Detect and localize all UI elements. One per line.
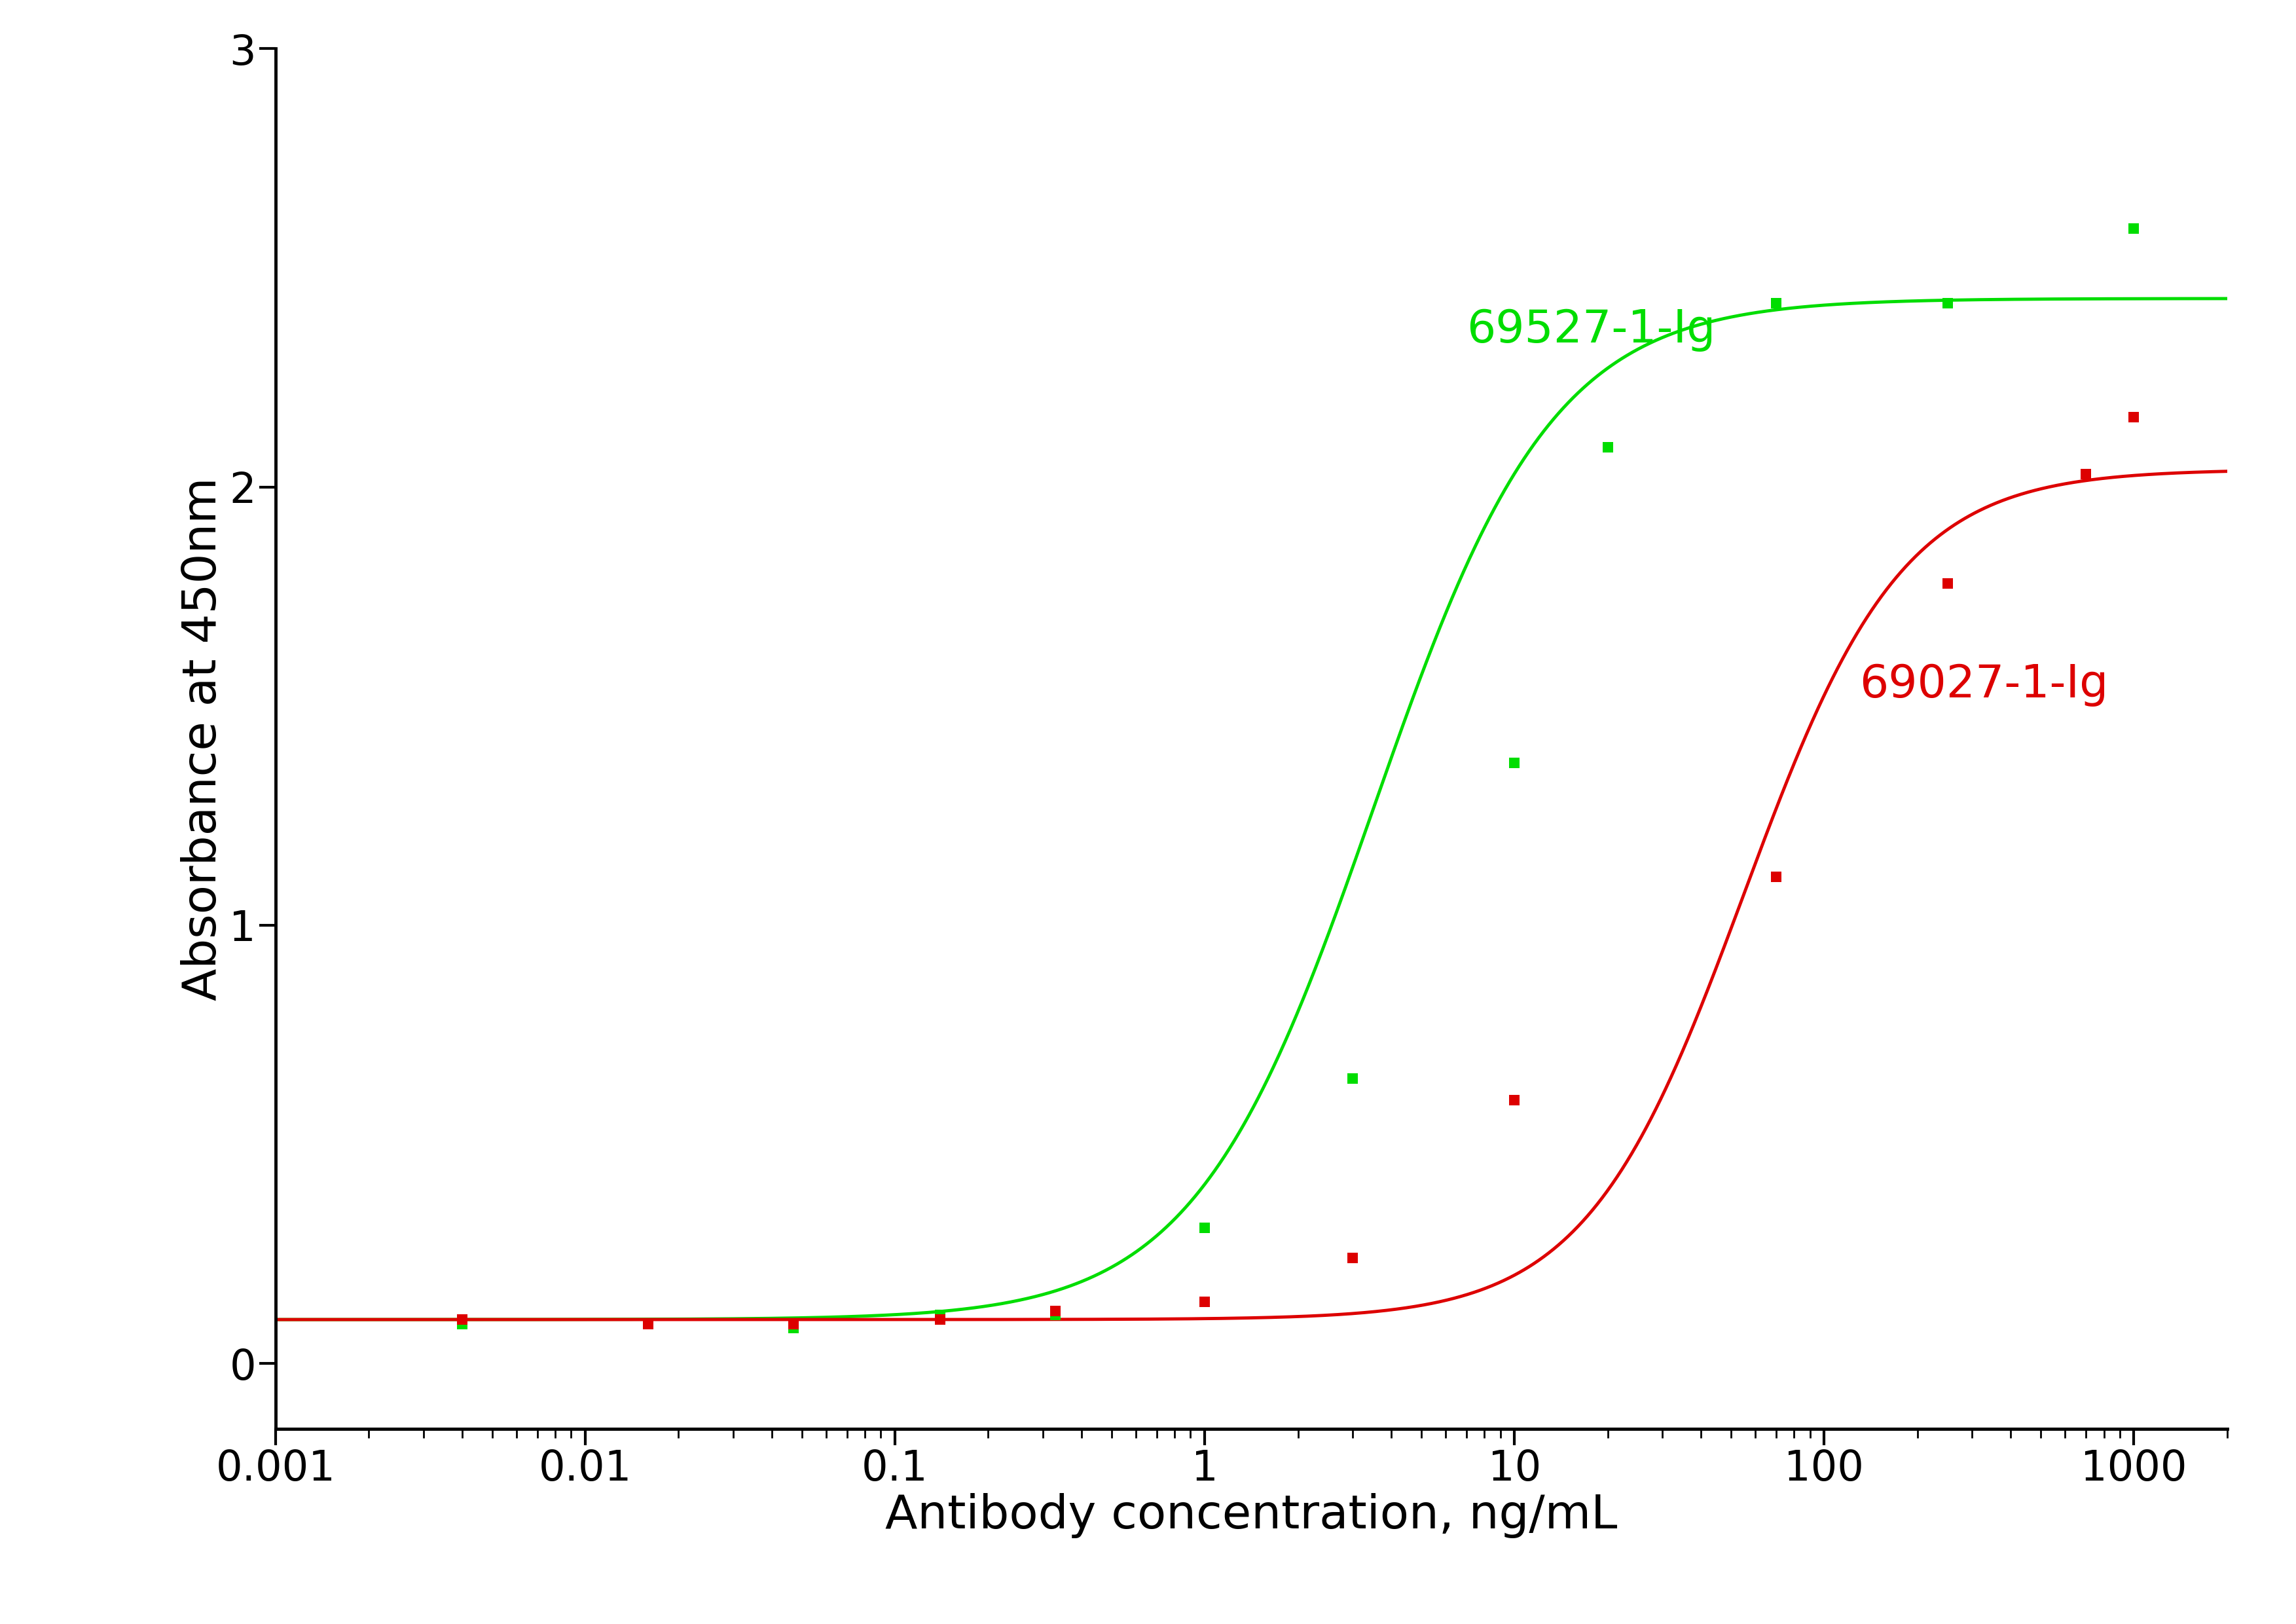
Point xyxy=(1497,1088,1534,1114)
Point xyxy=(629,1311,666,1337)
Point xyxy=(443,1311,480,1337)
Y-axis label: Absorbance at 450nm: Absorbance at 450nm xyxy=(181,477,225,1000)
Point xyxy=(776,1311,813,1337)
Point xyxy=(1759,864,1795,890)
Point xyxy=(1334,1246,1371,1272)
Point xyxy=(1038,1302,1075,1328)
Point xyxy=(1929,291,1965,317)
Point xyxy=(923,1302,960,1328)
Text: 69527-1-Ig: 69527-1-Ig xyxy=(1467,307,1715,351)
Point xyxy=(776,1315,813,1341)
Point xyxy=(1334,1065,1371,1091)
Point xyxy=(1929,570,1965,596)
X-axis label: Antibody concentration, ng/mL: Antibody concentration, ng/mL xyxy=(886,1492,1616,1538)
Point xyxy=(2115,216,2151,242)
Point xyxy=(2066,461,2103,487)
Point xyxy=(2115,404,2151,430)
Point xyxy=(1589,435,1626,461)
Point xyxy=(1187,1215,1224,1241)
Point xyxy=(1187,1289,1224,1315)
Point xyxy=(443,1307,480,1333)
Point xyxy=(1759,291,1795,317)
Point xyxy=(923,1307,960,1333)
Point xyxy=(1038,1298,1075,1324)
Point xyxy=(629,1311,666,1337)
Point xyxy=(1497,750,1534,776)
Text: 69027-1-Ig: 69027-1-Ig xyxy=(1860,663,2108,706)
